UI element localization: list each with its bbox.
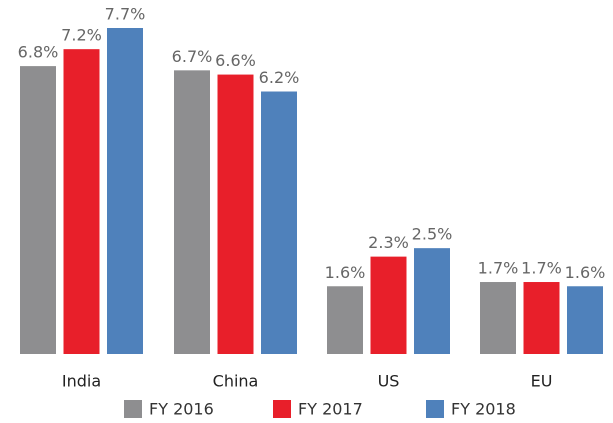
legend-label: FY 2017 [298,400,363,419]
x-tick-label: China [213,372,259,391]
data-label: 2.3% [368,233,409,252]
bar [480,282,516,354]
data-label: 6.2% [259,68,300,87]
data-label: 6.8% [18,43,59,62]
data-label: 6.6% [215,51,256,70]
legend-label: FY 2018 [451,400,516,419]
data-label: 1.7% [521,259,562,278]
bar [63,49,100,355]
legend-swatch [273,400,291,418]
bar [327,286,363,354]
data-label: 1.7% [478,259,519,278]
bar [174,70,210,355]
legend-label: FY 2016 [149,400,214,419]
data-label: 6.7% [172,47,213,66]
legend-swatch [124,400,142,418]
data-label: 7.7% [105,5,146,24]
legend-swatch [426,400,444,418]
x-tick-label: India [62,372,101,391]
bar [414,248,450,354]
bar [217,74,254,355]
bar [370,256,407,354]
x-tick-label: US [378,372,400,391]
data-label: 1.6% [565,263,606,282]
bar [107,28,143,354]
bar [261,91,297,354]
data-label: 2.5% [412,225,453,244]
data-label: 1.6% [325,263,366,282]
bar [523,282,560,354]
x-tick-label: EU [531,372,553,391]
bar [20,66,56,355]
bar [567,286,603,354]
data-label: 7.2% [61,26,102,45]
